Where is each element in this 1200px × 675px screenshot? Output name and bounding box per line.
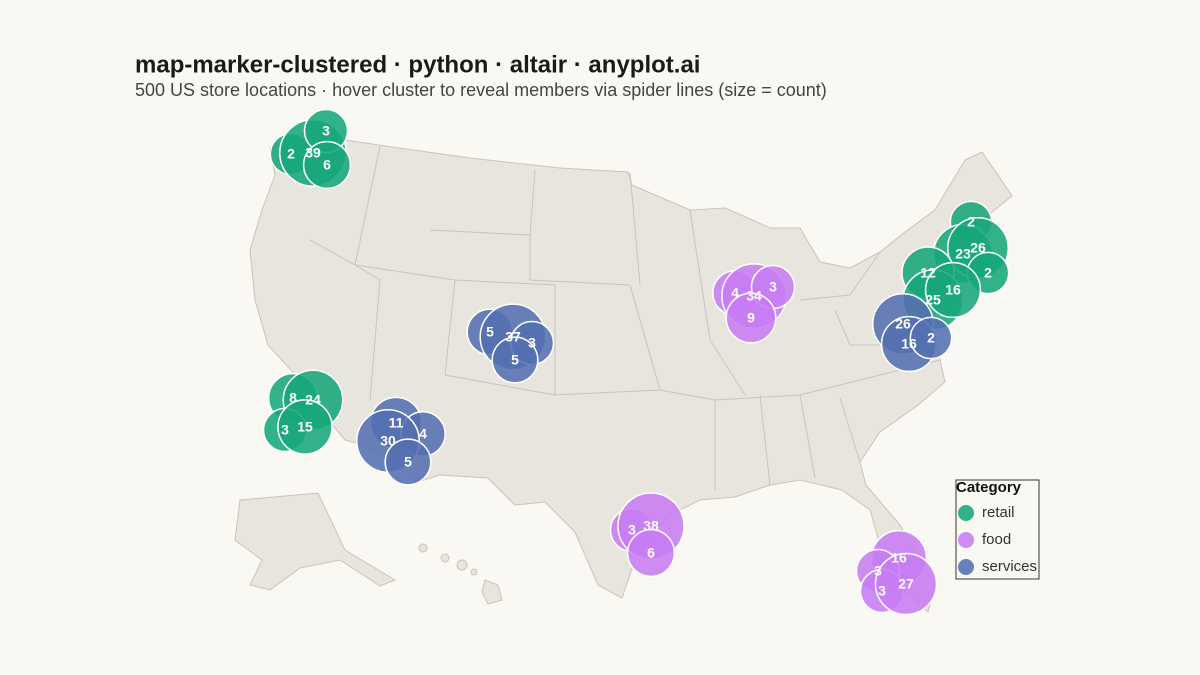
cluster-count: 27 bbox=[898, 576, 914, 592]
cluster-count: 2 bbox=[984, 265, 992, 281]
cluster: 2 393 6 bbox=[269, 108, 352, 190]
hawaii bbox=[418, 543, 503, 605]
cluster-count: 15 bbox=[297, 419, 313, 435]
legend-items: retail food services bbox=[958, 504, 1037, 575]
cluster-count: 5 bbox=[511, 352, 519, 368]
cluster: 11 4 30 5 bbox=[356, 396, 446, 486]
cluster-count: 3 bbox=[874, 563, 882, 579]
cluster: 8 24 3 15 bbox=[262, 369, 344, 455]
cluster-marker bbox=[725, 292, 777, 344]
cluster-count: 37 bbox=[505, 329, 521, 345]
legend-label: retail bbox=[982, 504, 1015, 521]
state-borders bbox=[309, 145, 941, 490]
cluster-count: 16 bbox=[891, 550, 907, 566]
cluster-count: 6 bbox=[323, 157, 331, 173]
cluster-count: 24 bbox=[305, 392, 321, 408]
legend-label: food bbox=[982, 531, 1011, 548]
legend-title: Category bbox=[956, 479, 1022, 496]
cluster-marker bbox=[626, 528, 676, 578]
legend-swatch bbox=[958, 505, 974, 521]
cluster-count: 26 bbox=[970, 240, 986, 256]
cluster-count: 3 bbox=[628, 522, 636, 538]
cluster-count: 26 bbox=[895, 316, 911, 332]
cluster-marker bbox=[491, 336, 539, 384]
cluster: 4 34 39 bbox=[712, 263, 796, 344]
cluster-count: 39 bbox=[305, 145, 321, 161]
cluster-count: 16 bbox=[945, 282, 961, 298]
cluster-count: 3 bbox=[878, 583, 886, 599]
cluster-count: 4 bbox=[731, 285, 739, 301]
cluster-marker bbox=[302, 140, 352, 190]
legend-label: services bbox=[982, 558, 1037, 575]
legend-swatch bbox=[958, 559, 974, 575]
cluster-marker bbox=[874, 552, 938, 616]
cluster: 5 37 35 bbox=[466, 303, 555, 384]
cluster-count: 2 bbox=[967, 214, 975, 230]
cluster-count: 34 bbox=[746, 288, 762, 304]
cluster-count: 16 bbox=[901, 336, 917, 352]
cluster-count: 3 bbox=[322, 123, 330, 139]
cluster-count: 3 bbox=[528, 335, 536, 351]
cluster-count: 2 bbox=[287, 146, 295, 162]
cluster: 3 38 6 bbox=[609, 492, 685, 578]
cluster-count: 2 bbox=[927, 330, 935, 346]
cluster-count: 11 bbox=[389, 415, 404, 431]
subtitle: 500 US store locations · hover cluster t… bbox=[135, 80, 827, 100]
cluster-count: 9 bbox=[747, 310, 755, 326]
title: map-marker-clustered · python · altair ·… bbox=[135, 51, 700, 78]
cluster-count: 5 bbox=[486, 324, 494, 340]
cluster-count: 38 bbox=[643, 518, 659, 534]
cluster: 16 3 3 27 bbox=[855, 529, 938, 616]
cluster-marker bbox=[277, 399, 333, 455]
cluster-count: 5 bbox=[404, 454, 412, 470]
cluster-count: 4 bbox=[419, 426, 427, 442]
cluster-marker bbox=[384, 438, 432, 486]
cluster-count: 3 bbox=[769, 279, 777, 295]
cluster-count: 3 bbox=[281, 422, 289, 438]
cluster-count: 30 bbox=[380, 433, 396, 449]
cluster-count: 12 bbox=[920, 265, 936, 281]
legend-swatch bbox=[958, 532, 974, 548]
cluster-count: 6 bbox=[647, 545, 655, 561]
legend: Category retail food services bbox=[955, 479, 1040, 580]
cluster: 26 16 2 bbox=[871, 292, 953, 373]
cluster-count: 23 bbox=[955, 246, 971, 262]
cluster-marker bbox=[924, 261, 982, 319]
alaska bbox=[234, 492, 397, 591]
cluster-count: 25 bbox=[925, 292, 941, 308]
cluster-marker bbox=[909, 316, 953, 360]
cluster-count: 8 bbox=[289, 390, 297, 406]
